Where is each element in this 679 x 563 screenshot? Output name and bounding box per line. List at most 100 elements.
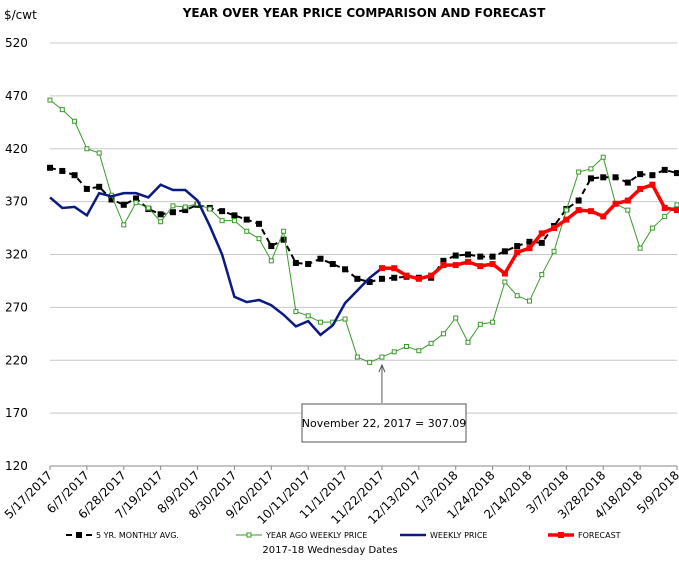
data-point [232, 219, 236, 223]
data-point [662, 167, 667, 172]
data-point [453, 263, 458, 268]
series-line [382, 185, 677, 279]
data-point [539, 231, 544, 236]
data-point [675, 208, 679, 213]
data-point [343, 267, 348, 272]
y-axis-label: $/cwt [4, 8, 37, 22]
data-point [380, 355, 384, 359]
data-point [626, 208, 630, 212]
data-point [220, 209, 225, 214]
annotation: November 22, 2017 = 307.09 [302, 417, 466, 430]
data-point [159, 220, 163, 224]
data-point [613, 175, 618, 180]
data-point [601, 175, 606, 180]
data-point [171, 204, 175, 208]
data-point [650, 226, 654, 230]
x-axis-title: 2017-18 Wednesday Dates [262, 545, 397, 556]
data-point [503, 280, 507, 284]
data-point [589, 167, 593, 171]
data-point [220, 219, 224, 223]
data-point [576, 208, 581, 213]
legend-marker [559, 533, 564, 538]
data-point [564, 208, 568, 212]
data-point [269, 259, 273, 263]
data-point [392, 275, 397, 280]
data-point [306, 262, 311, 267]
data-point [577, 170, 581, 174]
y-tick-label: 320 [5, 248, 28, 262]
data-point [330, 262, 335, 267]
data-point [134, 201, 138, 205]
data-point [552, 226, 557, 231]
y-tick-label: 520 [5, 36, 28, 50]
data-point [306, 314, 310, 318]
y-tick-label: 170 [5, 406, 28, 420]
data-point [527, 246, 532, 251]
data-point [416, 276, 421, 281]
data-point [282, 229, 286, 233]
y-tick-label: 470 [5, 89, 28, 103]
data-point [638, 186, 643, 191]
data-point [73, 119, 77, 123]
data-point [638, 246, 642, 250]
data-point [121, 202, 126, 207]
data-point [638, 172, 643, 177]
data-point [588, 176, 593, 181]
data-point [146, 206, 150, 210]
data-point [650, 173, 655, 178]
data-point [72, 173, 77, 178]
data-point [85, 147, 89, 151]
data-point [429, 273, 434, 278]
data-point [539, 240, 544, 245]
data-point [441, 332, 445, 336]
data-point [417, 349, 421, 353]
data-point [650, 182, 655, 187]
series-line [50, 168, 677, 282]
y-tick-label: 370 [5, 195, 28, 209]
data-point [490, 254, 495, 259]
data-point [97, 184, 102, 189]
data-point [454, 316, 458, 320]
data-point [97, 151, 101, 155]
data-point [379, 276, 384, 281]
data-point [625, 198, 630, 203]
data-point [232, 213, 237, 218]
data-point [613, 201, 618, 206]
data-point [478, 322, 482, 326]
data-point [208, 207, 212, 211]
data-point [490, 262, 495, 267]
data-point [527, 299, 531, 303]
data-point [355, 276, 360, 281]
y-tick-label: 420 [5, 142, 28, 156]
data-point [318, 256, 323, 261]
data-point [662, 205, 667, 210]
legend-label: YEAR AGO WEEKLY PRICE [265, 531, 367, 540]
legend-label: WEEKLY PRICE [430, 531, 487, 540]
data-point [293, 260, 298, 265]
data-point [158, 212, 163, 217]
data-point [404, 273, 409, 278]
data-point [466, 252, 471, 257]
data-point [515, 294, 519, 298]
data-point [368, 360, 372, 364]
data-point [379, 266, 384, 271]
data-point [441, 263, 446, 268]
data-point [392, 266, 397, 271]
data-point [675, 203, 679, 207]
chart-title: YEAR OVER YEAR PRICE COMPARISON AND FORE… [182, 6, 546, 20]
data-point [245, 229, 249, 233]
legend-label: FORECAST [578, 531, 621, 540]
data-point [540, 273, 544, 277]
data-point [515, 250, 520, 255]
data-point [343, 317, 347, 321]
data-point [355, 355, 359, 359]
series-line [50, 100, 677, 362]
data-point [183, 205, 187, 209]
series-line [50, 185, 382, 335]
data-point [48, 98, 52, 102]
legend-marker [77, 533, 82, 538]
data-point [502, 249, 507, 254]
data-point [601, 155, 605, 159]
data-point [405, 345, 409, 349]
